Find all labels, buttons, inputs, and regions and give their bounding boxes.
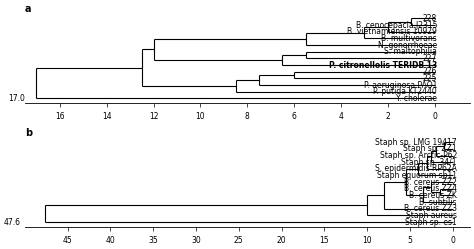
Text: B. multivorans: B. multivorans bbox=[381, 34, 437, 43]
Text: S. epidermidis RP62A: S. epidermidis RP62A bbox=[375, 164, 457, 173]
Text: B. cereus ZZ2: B. cereus ZZ2 bbox=[404, 178, 457, 187]
Text: B. vietnamiensis 10929: B. vietnamiensis 10929 bbox=[347, 27, 437, 36]
Text: a: a bbox=[25, 4, 31, 14]
Text: 227: 227 bbox=[423, 54, 437, 63]
Text: 47.6: 47.6 bbox=[3, 218, 20, 227]
Text: 17.0: 17.0 bbox=[8, 94, 25, 103]
Text: Staph equorum sb11: Staph equorum sb11 bbox=[377, 171, 457, 180]
Text: B. cenocepacia J2315: B. cenocepacia J2315 bbox=[356, 20, 437, 30]
Text: Staph sp. Arctic-P62: Staph sp. Arctic-P62 bbox=[380, 151, 457, 160]
Text: P. citronellolis TERIDB 13: P. citronellolis TERIDB 13 bbox=[329, 61, 437, 69]
Text: B. cereus ZZ4: B. cereus ZZ4 bbox=[404, 184, 457, 193]
Text: Staph sp. es1: Staph sp. es1 bbox=[405, 218, 457, 227]
Text: 225: 225 bbox=[423, 74, 437, 83]
Text: Staph sp. 34/1: Staph sp. 34/1 bbox=[401, 158, 457, 167]
Text: 228: 228 bbox=[423, 14, 437, 23]
Text: b: b bbox=[25, 128, 32, 138]
Text: Staph aureus: Staph aureus bbox=[406, 211, 457, 220]
Text: B. subtilis: B. subtilis bbox=[419, 198, 457, 207]
Text: P. putida KT2440: P. putida KT2440 bbox=[374, 87, 437, 96]
Text: B. cereus ZZ3: B. cereus ZZ3 bbox=[404, 204, 457, 213]
Text: P. aeruginosa PAO1: P. aeruginosa PAO1 bbox=[364, 80, 437, 89]
Text: S. maltophilia: S. maltophilia bbox=[384, 47, 437, 56]
Text: Staph sp. ZZ1: Staph sp. ZZ1 bbox=[403, 144, 457, 153]
Text: Staph sp. LMG 19417: Staph sp. LMG 19417 bbox=[375, 138, 457, 147]
Text: Y. cholerae: Y. cholerae bbox=[396, 94, 437, 103]
Text: B. cereus ZK: B. cereus ZK bbox=[409, 191, 457, 200]
Text: 226: 226 bbox=[423, 67, 437, 76]
Text: N. gonorrhoeae: N. gonorrhoeae bbox=[378, 41, 437, 50]
